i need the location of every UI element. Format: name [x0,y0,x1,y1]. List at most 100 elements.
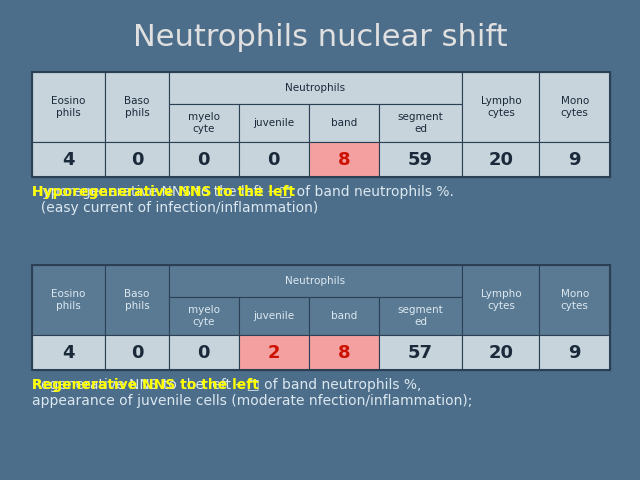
Bar [32,72,105,104]
Bar [540,297,610,336]
Bar [239,143,308,177]
Text: 0: 0 [131,151,143,168]
Bar [308,336,379,370]
Bar [105,72,169,143]
Text: 0: 0 [268,151,280,168]
Bar [540,143,610,177]
Bar [540,336,610,370]
Bar [105,72,169,104]
Bar [540,265,610,336]
Bar [540,336,610,370]
Bar [379,336,462,370]
Bar [308,297,379,336]
Bar [105,265,169,336]
Text: juvenile: juvenile [253,311,294,321]
Text: 2: 2 [268,344,280,361]
Text: Eosino
phils: Eosino phils [51,289,86,311]
Text: 0: 0 [131,344,143,361]
Bar [308,265,379,297]
Bar [169,336,239,370]
Text: juvenile: juvenile [253,118,294,128]
Bar [32,336,105,370]
Bar [462,297,540,336]
Bar [540,72,610,143]
Bar [239,297,308,336]
Bar [308,104,379,143]
Bar [462,336,540,370]
Bar [379,104,462,143]
Text: 20: 20 [488,344,513,361]
Bar [105,143,169,177]
Bar [239,143,308,177]
Text: 9: 9 [568,344,581,361]
Text: 0: 0 [198,344,210,361]
Text: 4: 4 [62,151,75,168]
Bar [540,265,610,297]
Text: Baso
phils: Baso phils [124,96,150,118]
Bar [308,336,379,370]
Bar [32,143,105,177]
Bar [239,297,308,336]
Bar [169,265,239,297]
Bar [169,143,239,177]
Bar [239,72,308,104]
Text: Hyporegenerative NNS to the left – □ of band neutrophils %.
  (easy current of i: Hyporegenerative NNS to the left – □ of … [32,185,454,215]
Text: Baso
phils: Baso phils [124,289,150,311]
Bar [462,143,540,177]
Text: band: band [331,118,357,128]
Bar [105,104,169,143]
Bar [169,336,239,370]
Text: 20: 20 [488,151,513,168]
Bar [308,104,379,143]
Bar [308,143,379,177]
Bar [462,336,540,370]
Text: 9: 9 [568,151,581,168]
Bar [169,297,239,336]
Bar [308,297,379,336]
Bar [540,104,610,143]
Bar [32,104,105,143]
Bar [239,104,308,143]
Bar [379,297,462,336]
Bar [239,265,308,297]
Text: Neutrophils: Neutrophils [285,83,346,93]
Bar [105,336,169,370]
Bar [379,336,462,370]
Text: 8: 8 [337,151,350,168]
Text: Hyporegenerative NNS to the left: Hyporegenerative NNS to the left [32,185,295,199]
Bar [239,336,308,370]
Bar [169,72,462,104]
Text: Eosino
phils: Eosino phils [51,96,86,118]
Bar [32,72,610,177]
Text: segment
ed: segment ed [397,112,444,134]
Text: Neutrophils: Neutrophils [285,276,346,286]
Bar [462,72,540,143]
Text: 8: 8 [337,344,350,361]
Bar [32,265,105,297]
Text: Lympho
cytes: Lympho cytes [481,96,521,118]
Bar [308,72,379,104]
Bar [462,72,540,104]
Bar [169,143,239,177]
Bar [462,265,540,336]
Bar [239,104,308,143]
Bar [239,336,308,370]
Text: band: band [331,311,357,321]
Bar [540,72,610,104]
Bar [308,143,379,177]
Bar [379,143,462,177]
Text: 4: 4 [62,344,75,361]
Bar [105,143,169,177]
Bar [32,265,610,370]
Text: Mono
cytes: Mono cytes [561,96,589,118]
Bar [169,297,239,336]
Text: 57: 57 [408,344,433,361]
Bar [540,143,610,177]
Text: myelo
cyte: myelo cyte [188,112,220,134]
Text: 59: 59 [408,151,433,168]
Text: 0: 0 [198,151,210,168]
Text: Lympho
cytes: Lympho cytes [481,289,521,311]
Bar [379,265,462,297]
Text: Regenerative NNS to the left – □ of band neutrophils %,
appearance of juvenile c: Regenerative NNS to the left – □ of band… [32,378,472,408]
Bar [462,143,540,177]
